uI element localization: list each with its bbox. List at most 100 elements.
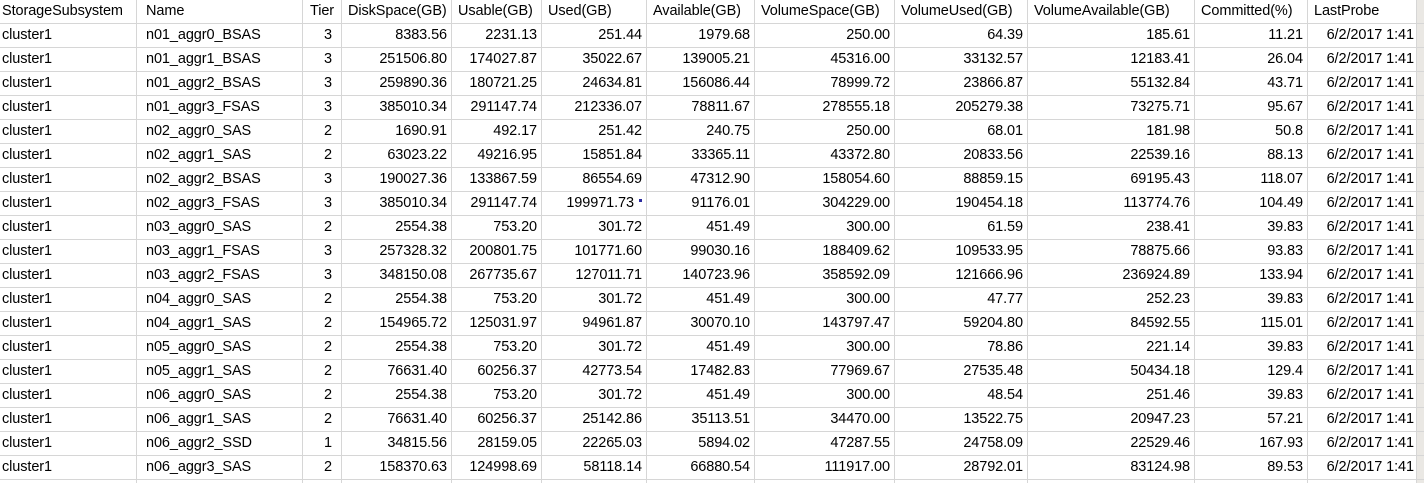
cell-volume_used_gb[interactable]	[895, 480, 1028, 483]
cell-last_probe[interactable]: 6/2/2017 1:41	[1308, 432, 1417, 456]
cell-disk_space_gb[interactable]: 34815.56	[342, 432, 452, 456]
cell-tier[interactable]: 3	[303, 240, 342, 264]
cell-used_gb[interactable]: 86554.69	[542, 168, 647, 192]
cell-disk_space_gb[interactable]: 154965.72	[342, 312, 452, 336]
cell-volume_available_gb[interactable]: 83124.98	[1028, 456, 1195, 480]
cell-storage_subsystem[interactable]: cluster1	[0, 456, 137, 480]
cell-volume_used_gb[interactable]: 23866.87	[895, 72, 1028, 96]
cell-volume_available_gb[interactable]: 73275.71	[1028, 96, 1195, 120]
cell-tier[interactable]: 2	[303, 312, 342, 336]
cell-volume_available_gb[interactable]: 55132.84	[1028, 72, 1195, 96]
cell-committed_pct[interactable]: 88.13	[1195, 144, 1308, 168]
cell-volume_space_gb[interactable]: 278555.18	[755, 96, 895, 120]
cell-storage_subsystem[interactable]: cluster1	[0, 264, 137, 288]
cell-tier[interactable]: 2	[303, 144, 342, 168]
cell-usable_gb[interactable]: 124998.69	[452, 456, 542, 480]
cell-tier[interactable]: 2	[303, 120, 342, 144]
cell-used_gb[interactable]: 15851.84	[542, 144, 647, 168]
cell-name[interactable]: n02_aggr0_SAS	[137, 120, 303, 144]
cell-disk_space_gb[interactable]: 8383.56	[342, 24, 452, 48]
cell-available_gb[interactable]: 156086.44	[647, 72, 755, 96]
cell-storage_subsystem[interactable]: cluster1	[0, 408, 137, 432]
cell-used_gb[interactable]: 101771.60	[542, 240, 647, 264]
cell-last_probe[interactable]: 6/2/2017 1:41	[1308, 456, 1417, 480]
cell-usable_gb[interactable]: 60256.37	[452, 408, 542, 432]
cell-committed_pct[interactable]: 11.21	[1195, 24, 1308, 48]
cell-volume_space_gb[interactable]: 111917.00	[755, 456, 895, 480]
cell-used_gb[interactable]: 22265.03	[542, 432, 647, 456]
cell-volume_used_gb[interactable]: 20833.56	[895, 144, 1028, 168]
cell-last_probe[interactable]: 6/2/2017 1:41	[1308, 336, 1417, 360]
cell-committed_pct[interactable]: 43.71	[1195, 72, 1308, 96]
cell-volume_available_gb[interactable]	[1028, 480, 1195, 483]
cell-available_gb[interactable]: 139005.21	[647, 48, 755, 72]
cell-volume_space_gb[interactable]: 300.00	[755, 288, 895, 312]
cell-available_gb[interactable]: 1979.68	[647, 24, 755, 48]
cell-volume_available_gb[interactable]: 22539.16	[1028, 144, 1195, 168]
cell-volume_space_gb[interactable]: 34470.00	[755, 408, 895, 432]
cell-volume_space_gb[interactable]: 47287.55	[755, 432, 895, 456]
cell-volume_used_gb[interactable]: 59204.80	[895, 312, 1028, 336]
cell-name[interactable]: n01_aggr2_BSAS	[137, 72, 303, 96]
cell-available_gb[interactable]: 451.49	[647, 336, 755, 360]
cell-volume_space_gb[interactable]: 358592.09	[755, 264, 895, 288]
cell-disk_space_gb[interactable]: 76631.40	[342, 360, 452, 384]
cell-volume_available_gb[interactable]: 12183.41	[1028, 48, 1195, 72]
cell-volume_used_gb[interactable]: 47.77	[895, 288, 1028, 312]
cell-available_gb[interactable]: 78811.67	[647, 96, 755, 120]
cell-disk_space_gb[interactable]: 63023.22	[342, 144, 452, 168]
cell-used_gb[interactable]: 212336.07	[542, 96, 647, 120]
cell-name[interactable]: n01_aggr0_BSAS	[137, 24, 303, 48]
cell-volume_used_gb[interactable]: 28792.01	[895, 456, 1028, 480]
cell-disk_space_gb[interactable]: 76631.40	[342, 408, 452, 432]
cell-volume_available_gb[interactable]: 236924.89	[1028, 264, 1195, 288]
cell-usable_gb[interactable]: 753.20	[452, 384, 542, 408]
cell-volume_used_gb[interactable]: 27535.48	[895, 360, 1028, 384]
cell-volume_available_gb[interactable]: 78875.66	[1028, 240, 1195, 264]
cell-committed_pct[interactable]: 104.49	[1195, 192, 1308, 216]
cell-used_gb[interactable]: 35022.67	[542, 48, 647, 72]
cell-name[interactable]: n05_aggr1_SAS	[137, 360, 303, 384]
cell-storage_subsystem[interactable]: cluster1	[0, 432, 137, 456]
cell-used_gb[interactable]: 301.72	[542, 216, 647, 240]
cell-usable_gb[interactable]: 753.20	[452, 216, 542, 240]
cell-volume_used_gb[interactable]: 48.54	[895, 384, 1028, 408]
cell-tier[interactable]: 2	[303, 216, 342, 240]
cell-used_gb[interactable]: 301.72	[542, 288, 647, 312]
cell-usable_gb[interactable]: 200801.75	[452, 240, 542, 264]
column-header-volume_used_gb[interactable]: VolumeUsed(GB)	[895, 0, 1028, 24]
cell-volume_used_gb[interactable]: 190454.18	[895, 192, 1028, 216]
cell-name[interactable]: n02_aggr2_BSAS	[137, 168, 303, 192]
cell-disk_space_gb[interactable]: 2554.38	[342, 216, 452, 240]
column-header-usable_gb[interactable]: Usable(GB)	[452, 0, 542, 24]
cell-volume_space_gb[interactable]: 304229.00	[755, 192, 895, 216]
cell-disk_space_gb[interactable]: 2554.38	[342, 384, 452, 408]
cell-name[interactable]: n02_aggr3_FSAS	[137, 192, 303, 216]
cell-tier[interactable]: 2	[303, 456, 342, 480]
cell-committed_pct[interactable]: 118.07	[1195, 168, 1308, 192]
cell-name[interactable]: n02_aggr1_SAS	[137, 144, 303, 168]
cell-name[interactable]: n05_aggr0_SAS	[137, 336, 303, 360]
cell-disk_space_gb[interactable]: 257328.32	[342, 240, 452, 264]
cell-storage_subsystem[interactable]: cluster1	[0, 96, 137, 120]
cell-volume_available_gb[interactable]: 238.41	[1028, 216, 1195, 240]
cell-committed_pct[interactable]: 133.94	[1195, 264, 1308, 288]
cell-committed_pct[interactable]: 57.21	[1195, 408, 1308, 432]
cell-tier[interactable]: 2	[303, 360, 342, 384]
cell-committed_pct[interactable]: 115.01	[1195, 312, 1308, 336]
cell-disk_space_gb[interactable]: 251506.80	[342, 48, 452, 72]
cell-committed_pct[interactable]: 39.83	[1195, 336, 1308, 360]
cell-storage_subsystem[interactable]: cluster1	[0, 336, 137, 360]
cell-volume_available_gb[interactable]: 84592.55	[1028, 312, 1195, 336]
cell-tier[interactable]: 3	[303, 192, 342, 216]
cell-volume_space_gb[interactable]: 300.00	[755, 336, 895, 360]
cell-storage_subsystem[interactable]: cluster1	[0, 24, 137, 48]
cell-volume_space_gb[interactable]: 43372.80	[755, 144, 895, 168]
cell-used_gb[interactable]: 42773.54	[542, 360, 647, 384]
cell-usable_gb[interactable]: 133867.59	[452, 168, 542, 192]
cell-name[interactable]: n01_aggr3_FSAS	[137, 96, 303, 120]
cell-name[interactable]: n04_aggr0_SAS	[137, 288, 303, 312]
cell-usable_gb[interactable]: 492.17	[452, 120, 542, 144]
cell-tier[interactable]: 2	[303, 288, 342, 312]
cell-committed_pct[interactable]: 39.83	[1195, 288, 1308, 312]
